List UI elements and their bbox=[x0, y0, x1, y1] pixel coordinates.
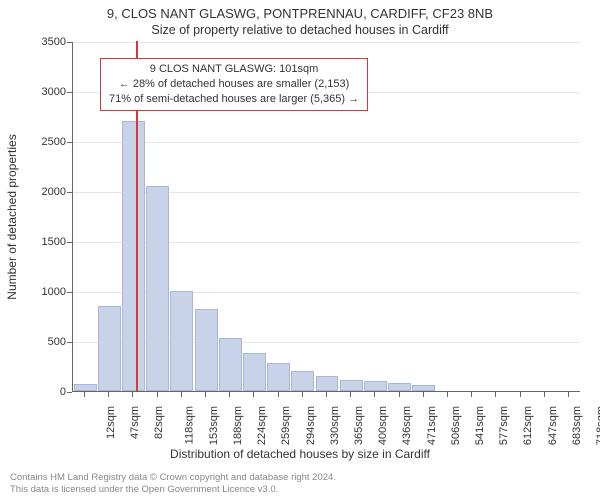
x-tick-label: 365sqm bbox=[353, 406, 365, 445]
x-tick-label: 153sqm bbox=[208, 406, 220, 445]
x-tick-label: 294sqm bbox=[305, 406, 317, 445]
bar bbox=[219, 338, 242, 391]
x-tick-mark bbox=[326, 392, 327, 397]
x-tick-mark bbox=[447, 392, 448, 397]
x-tick-mark bbox=[181, 392, 182, 397]
y-tick-label: 3500 bbox=[16, 36, 66, 48]
x-tick-label: 12sqm bbox=[105, 406, 117, 439]
x-tick-mark bbox=[84, 392, 85, 397]
x-tick-mark bbox=[157, 392, 158, 397]
bar bbox=[122, 121, 145, 391]
x-tick-mark bbox=[423, 392, 424, 397]
x-tick-label: 118sqm bbox=[183, 406, 195, 444]
y-tick-mark bbox=[67, 142, 72, 143]
x-tick-mark bbox=[229, 392, 230, 397]
x-tick-mark bbox=[471, 392, 472, 397]
y-tick-label: 3000 bbox=[16, 86, 66, 98]
y-tick-label: 1000 bbox=[16, 286, 66, 298]
annotation-line2: ← 28% of detached houses are smaller (2,… bbox=[109, 77, 359, 92]
bar bbox=[316, 376, 339, 391]
bar bbox=[98, 306, 121, 391]
x-tick-label: 47sqm bbox=[129, 406, 141, 439]
x-tick-label: 436sqm bbox=[402, 406, 414, 445]
x-tick-mark bbox=[495, 392, 496, 397]
bar bbox=[267, 363, 290, 391]
gridline bbox=[73, 42, 580, 43]
bar bbox=[74, 384, 97, 391]
x-tick-label: 188sqm bbox=[232, 406, 244, 445]
x-tick-label: 612sqm bbox=[522, 406, 534, 445]
x-tick-label: 718sqm bbox=[595, 406, 600, 445]
x-tick-mark bbox=[568, 392, 569, 397]
x-axis-title: Distribution of detached houses by size … bbox=[0, 447, 600, 461]
chart-container: 9, CLOS NANT GLASWG, PONTPRENNAU, CARDIF… bbox=[0, 0, 600, 500]
x-tick-label: 506sqm bbox=[450, 406, 462, 445]
x-tick-mark bbox=[374, 392, 375, 397]
x-tick-mark bbox=[520, 392, 521, 397]
y-tick-mark bbox=[67, 242, 72, 243]
x-tick-mark bbox=[205, 392, 206, 397]
x-tick-label: 577sqm bbox=[498, 406, 510, 445]
footer: Contains HM Land Registry data © Crown c… bbox=[10, 472, 336, 496]
x-tick-mark bbox=[108, 392, 109, 397]
x-tick-label: 330sqm bbox=[329, 406, 341, 445]
annotation-line3: 71% of semi-detached houses are larger (… bbox=[109, 92, 359, 107]
annotation-box: 9 CLOS NANT GLASWG: 101sqm ← 28% of deta… bbox=[100, 58, 368, 111]
chart-title: 9, CLOS NANT GLASWG, PONTPRENNAU, CARDIF… bbox=[0, 6, 600, 21]
y-tick-mark bbox=[67, 42, 72, 43]
x-tick-label: 224sqm bbox=[256, 406, 268, 445]
x-tick-mark bbox=[253, 392, 254, 397]
x-tick-mark bbox=[132, 392, 133, 397]
gridline bbox=[73, 142, 580, 143]
bar bbox=[340, 380, 363, 391]
y-tick-mark bbox=[67, 342, 72, 343]
x-tick-mark bbox=[278, 392, 279, 397]
x-tick-label: 400sqm bbox=[377, 406, 389, 445]
y-tick-mark bbox=[67, 392, 72, 393]
y-tick-mark bbox=[67, 192, 72, 193]
y-tick-label: 1500 bbox=[16, 236, 66, 248]
y-tick-mark bbox=[67, 92, 72, 93]
x-tick-mark bbox=[350, 392, 351, 397]
y-tick-label: 500 bbox=[16, 336, 66, 348]
footer-line2: This data is licensed under the Open Gov… bbox=[10, 484, 336, 496]
annotation-line1: 9 CLOS NANT GLASWG: 101sqm bbox=[109, 62, 359, 77]
y-tick-label: 0 bbox=[16, 386, 66, 398]
x-tick-label: 541sqm bbox=[474, 406, 486, 445]
bar bbox=[412, 385, 435, 391]
y-tick-label: 2500 bbox=[16, 136, 66, 148]
x-tick-label: 647sqm bbox=[547, 406, 559, 445]
chart-subtitle: Size of property relative to detached ho… bbox=[0, 23, 600, 37]
x-tick-label: 259sqm bbox=[281, 406, 293, 445]
x-tick-label: 683sqm bbox=[571, 406, 583, 445]
x-tick-label: 82sqm bbox=[154, 406, 166, 439]
bar bbox=[243, 353, 266, 391]
y-tick-mark bbox=[67, 292, 72, 293]
bar bbox=[195, 309, 218, 391]
x-tick-mark bbox=[302, 392, 303, 397]
bar bbox=[146, 186, 169, 391]
y-tick-label: 2000 bbox=[16, 186, 66, 198]
bar bbox=[291, 371, 314, 391]
bar bbox=[364, 381, 387, 391]
y-axis-title: Number of detached properties bbox=[5, 134, 19, 299]
footer-line1: Contains HM Land Registry data © Crown c… bbox=[10, 472, 336, 484]
x-tick-label: 471sqm bbox=[426, 406, 438, 445]
bar bbox=[170, 291, 193, 391]
bar bbox=[388, 383, 411, 391]
x-tick-mark bbox=[544, 392, 545, 397]
x-tick-mark bbox=[399, 392, 400, 397]
